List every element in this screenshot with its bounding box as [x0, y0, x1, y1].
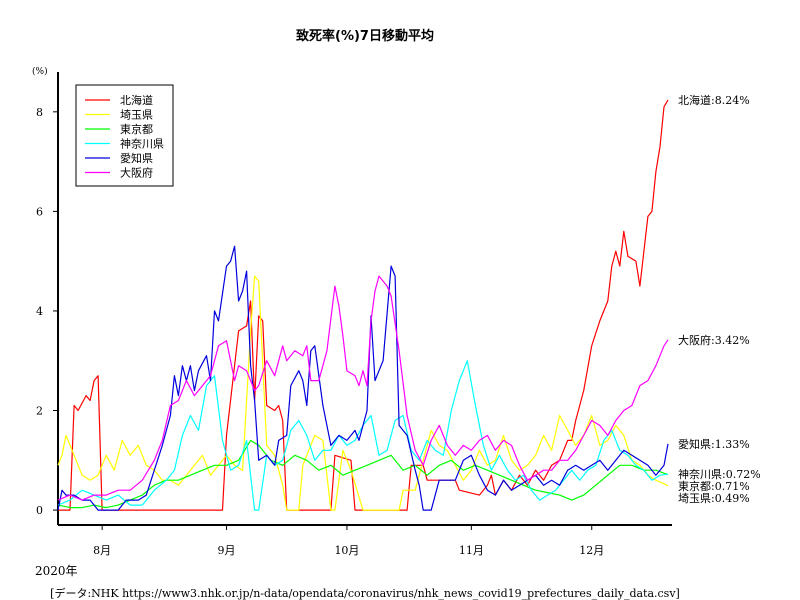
x-tick-label: 8月	[93, 544, 111, 557]
legend-label: 北海道	[120, 93, 153, 107]
y-tick-label: 4	[36, 305, 43, 318]
data-source-caption: [データ:NHK https://www3.nhk.or.jp/n-data/o…	[50, 586, 680, 600]
series-line	[57, 275, 669, 511]
series-line	[57, 275, 669, 501]
axes: 0 2 4 6 8 8月 9月 10月 11月 12月	[36, 72, 672, 557]
year-label: 2020年	[35, 564, 78, 578]
x-tick-label: 9月	[218, 544, 236, 557]
x-tick-label: 11月	[459, 544, 484, 557]
y-tick-label: 2	[36, 405, 43, 418]
x-tick-label: 10月	[334, 544, 359, 557]
series-end-label: 東京都:0.71%	[678, 479, 750, 493]
y-tick-label: 0	[36, 504, 43, 517]
series-end-label: 神奈川県:0.72%	[678, 467, 761, 481]
series-lines	[57, 99, 669, 511]
y-unit-label: (%)	[32, 66, 48, 77]
chart-title: 致死率(%)7日移動平均	[296, 28, 434, 44]
legend-label: 神奈川県	[120, 137, 164, 151]
series-end-label: 埼玉県:0.49%	[678, 491, 750, 505]
legend-label: 埼玉県	[120, 108, 153, 122]
series-line	[57, 360, 669, 511]
legend-label: 愛知県	[120, 151, 153, 165]
legend-label: 大阪府	[120, 166, 153, 180]
x-tick-label: 12月	[579, 544, 604, 557]
series-end-label: 大阪府:3.42%	[678, 333, 750, 347]
legend-box	[75, 84, 174, 187]
y-tick-label: 8	[36, 106, 43, 119]
series-line	[57, 245, 669, 511]
series-end-label: 愛知県:1.33%	[678, 437, 750, 451]
series-end-label: 北海道:8.24%	[678, 93, 750, 107]
y-tick-label: 6	[36, 205, 43, 218]
legend-label: 東京都	[120, 122, 153, 136]
series-line	[58, 99, 669, 511]
series-line	[57, 439, 669, 509]
end-labels: 北海道:8.24% 大阪府:3.42% 愛知県:1.33% 神奈川県:0.72%東京都…	[678, 93, 761, 505]
